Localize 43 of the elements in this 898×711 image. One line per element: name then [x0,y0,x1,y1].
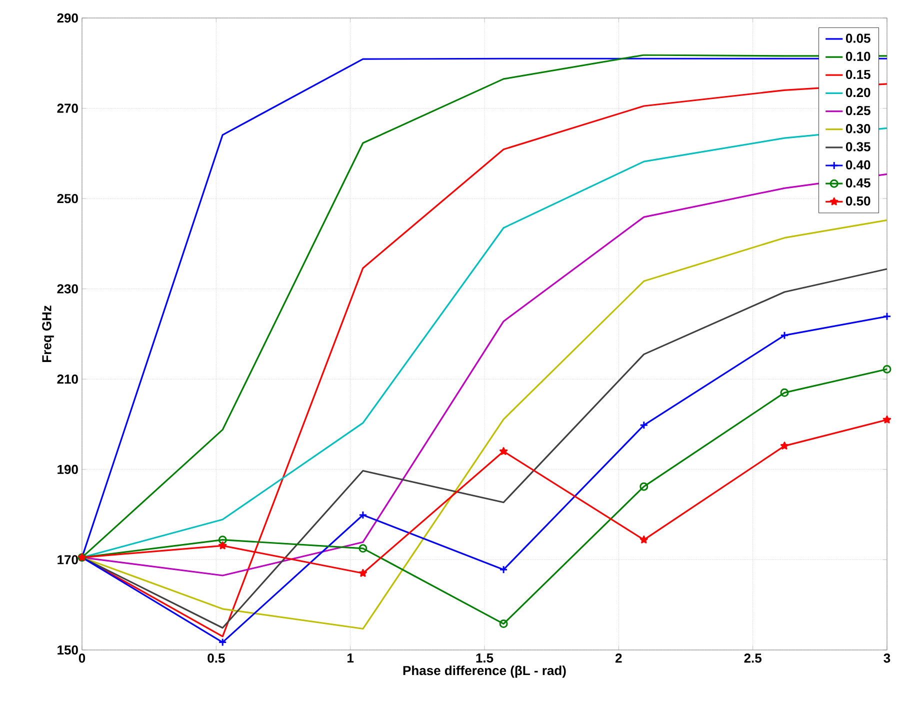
point [358,544,368,553]
y-tick-label: 230 [57,284,78,294]
legend-label: 0.45 [846,178,870,188]
point [358,568,368,577]
y-tick-label: 250 [57,194,78,204]
point [882,416,892,424]
point [640,420,648,430]
y-tick-label: 150 [58,645,78,655]
legend-label: 0.30 [846,124,870,134]
point [780,442,789,450]
legend-label: 0.10 [846,52,870,61]
y-tick-label: 290 [57,13,78,23]
legend-label: 0.20 [846,88,870,98]
x-tick-label: 0.5 [208,654,225,663]
point [780,388,789,397]
point [640,482,648,491]
point [499,565,508,574]
y-tick-label: 270 [57,104,78,113]
point [640,536,648,544]
x-axis-title: Phase difference (βL - rad) [403,666,566,678]
point [218,638,227,647]
legend-label: 0.05 [846,34,870,43]
point [218,536,227,544]
point [218,541,227,550]
y-tick-label: 190 [58,464,78,474]
legend-label: 0.25 [846,106,870,116]
x-tick-label: 0 [78,654,86,663]
y-tick-label: 210 [57,374,78,384]
point [358,510,368,520]
point [499,447,508,455]
y-tick-label: 170 [58,555,78,564]
legend-label: 0.50 [846,196,870,206]
x-tick-label: 1.5 [476,654,494,663]
x-tick-label: 1 [348,654,354,662]
point [780,331,789,340]
legend-label: 0.40 [846,160,870,170]
x-tick-label: 2.5 [744,654,762,663]
legend-label: 0.15 [846,70,870,80]
x-tick-label: 3 [884,654,890,663]
y-axis-title: Freq GHz [42,306,54,362]
legend-label: 0.35 [846,142,870,152]
x-tick-label: 2 [616,654,622,663]
point [499,620,508,628]
